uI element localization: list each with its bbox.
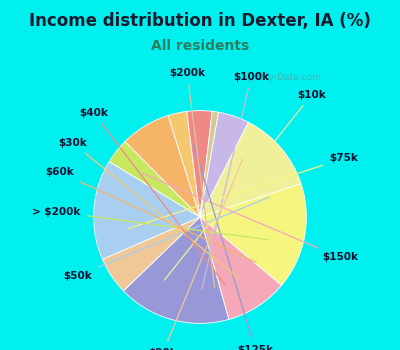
Wedge shape	[94, 161, 200, 259]
Wedge shape	[109, 142, 200, 217]
Text: $30k: $30k	[58, 138, 239, 278]
Wedge shape	[200, 184, 306, 285]
Text: ⓘ City-Data.com: ⓘ City-Data.com	[248, 74, 321, 82]
Text: $20k: $20k	[148, 159, 243, 350]
Wedge shape	[200, 122, 301, 217]
Wedge shape	[168, 111, 200, 217]
Text: $100k: $100k	[202, 71, 269, 289]
Wedge shape	[102, 217, 200, 291]
Text: > $200k: > $200k	[32, 207, 269, 240]
Text: $75k: $75k	[128, 154, 358, 229]
Wedge shape	[200, 112, 248, 217]
Text: $200k: $200k	[169, 68, 215, 288]
Text: $150k: $150k	[142, 173, 358, 262]
Wedge shape	[187, 111, 212, 217]
Wedge shape	[125, 116, 200, 217]
Wedge shape	[200, 111, 218, 217]
Text: Income distribution in Dexter, IA (%): Income distribution in Dexter, IA (%)	[29, 12, 371, 30]
Text: $10k: $10k	[164, 90, 326, 280]
Text: $60k: $60k	[45, 167, 256, 262]
Text: $125k: $125k	[194, 145, 273, 350]
Text: All residents: All residents	[151, 39, 249, 53]
Text: $50k: $50k	[63, 197, 270, 280]
Wedge shape	[124, 217, 229, 323]
Wedge shape	[200, 217, 282, 320]
Text: $40k: $40k	[79, 108, 225, 285]
